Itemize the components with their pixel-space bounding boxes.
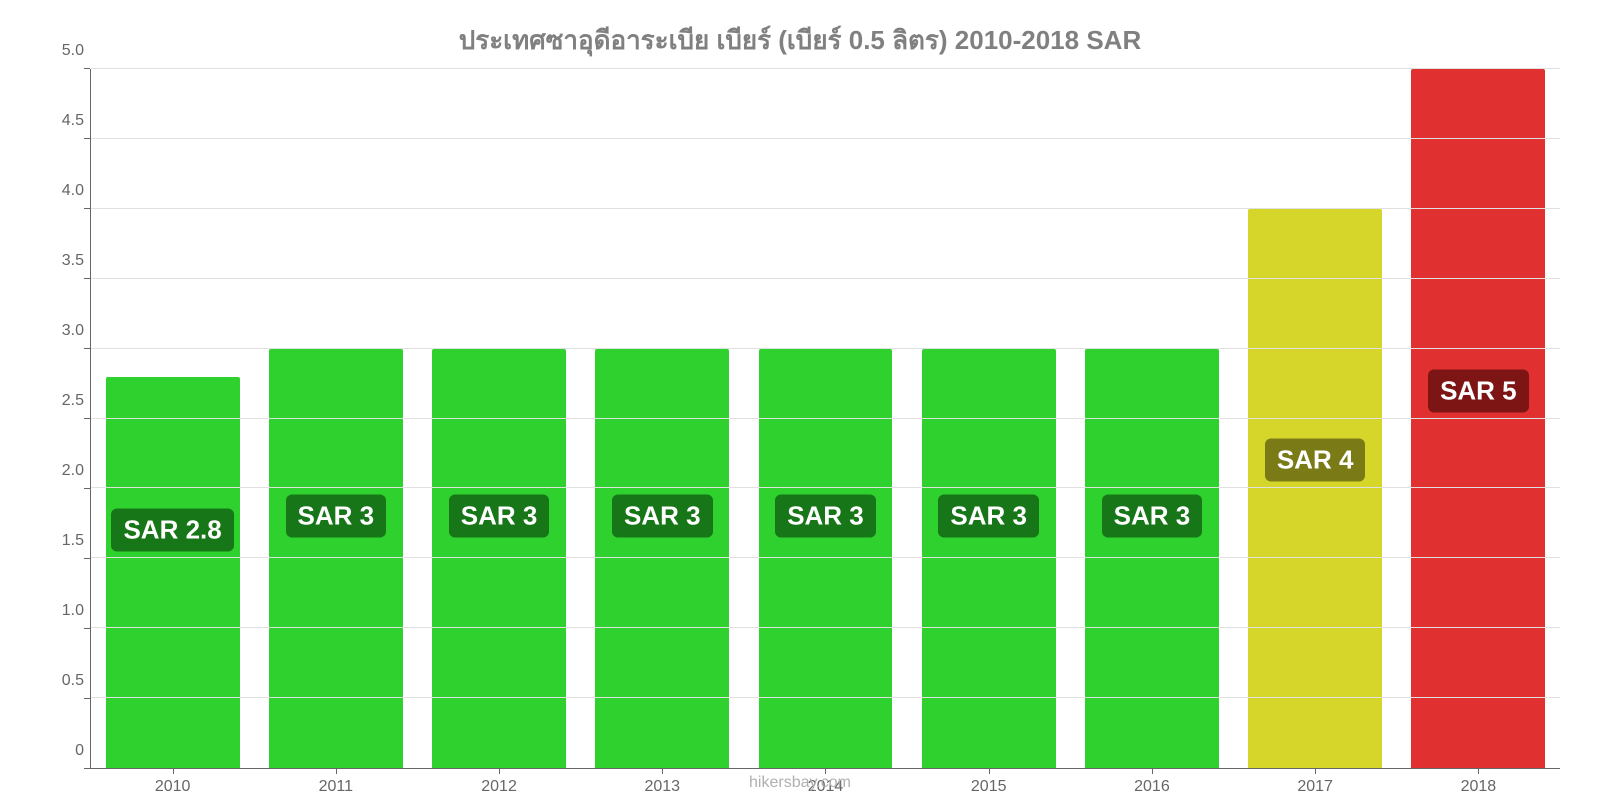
y-tick-label: 0 xyxy=(75,742,84,760)
value-badge-host: SAR 3 xyxy=(254,495,417,538)
value-badge: SAR 3 xyxy=(775,495,876,538)
y-tick-label: 3.5 xyxy=(62,252,84,270)
value-badge-host: SAR 4 xyxy=(1234,439,1397,482)
value-badge: SAR 3 xyxy=(938,495,1039,538)
y-tick-label: 1.5 xyxy=(62,532,84,550)
value-badge-host: SAR 3 xyxy=(744,495,907,538)
gridline xyxy=(91,627,1560,628)
bar-slot: SAR 32015 xyxy=(907,69,1070,768)
bar-slot: SAR 2.82010 xyxy=(91,69,254,768)
chart-container: ประเทศซาอุดีอาระเบีย เบียร์ (เบียร์ 0.5 … xyxy=(0,0,1600,800)
value-badge-host: SAR 3 xyxy=(1070,495,1233,538)
chart-title: ประเทศซาอุดีอาระเบีย เบียร์ (เบียร์ 0.5 … xyxy=(40,20,1560,61)
plot-outer: 00.51.01.52.02.53.03.54.04.55.0 SAR 2.82… xyxy=(40,69,1560,769)
plot-area: SAR 2.82010SAR 32011SAR 32012SAR 32013SA… xyxy=(90,69,1560,769)
bar-slot: SAR 42017 xyxy=(1234,69,1397,768)
gridline xyxy=(91,418,1560,419)
gridline xyxy=(91,138,1560,139)
value-badge-host: SAR 2.8 xyxy=(91,509,254,552)
value-badge-host: SAR 3 xyxy=(581,495,744,538)
gridline xyxy=(91,697,1560,698)
bar-slot: SAR 32011 xyxy=(254,69,417,768)
value-badge: SAR 4 xyxy=(1265,439,1366,482)
bar-slot: SAR 32016 xyxy=(1070,69,1233,768)
gridline xyxy=(91,68,1560,69)
gridline xyxy=(91,208,1560,209)
gridline xyxy=(91,348,1560,349)
bar-slot: SAR 52018 xyxy=(1397,69,1560,768)
y-tick-label: 2.0 xyxy=(62,462,84,480)
bar xyxy=(1248,209,1382,768)
y-tick-label: 1.0 xyxy=(62,602,84,620)
value-badge: SAR 3 xyxy=(449,495,550,538)
value-badge-host: SAR 5 xyxy=(1397,369,1560,412)
y-tick-label: 2.5 xyxy=(62,392,84,410)
y-tick-label: 0.5 xyxy=(62,672,84,690)
y-tick-label: 5.0 xyxy=(62,42,84,60)
value-badge: SAR 3 xyxy=(1102,495,1203,538)
y-tick-label: 4.0 xyxy=(62,182,84,200)
value-badge: SAR 3 xyxy=(612,495,713,538)
bars-group: SAR 2.82010SAR 32011SAR 32012SAR 32013SA… xyxy=(91,69,1560,768)
bar-slot: SAR 32014 xyxy=(744,69,907,768)
attribution-text: hikersbay.com xyxy=(0,774,1600,792)
gridline xyxy=(91,487,1560,488)
y-tick-label: 3.0 xyxy=(62,322,84,340)
value-badge: SAR 2.8 xyxy=(111,509,233,552)
bar xyxy=(1411,69,1545,768)
y-axis: 00.51.01.52.02.53.03.54.04.55.0 xyxy=(40,69,90,769)
bar-slot: SAR 32013 xyxy=(581,69,744,768)
value-badge-host: SAR 3 xyxy=(417,495,580,538)
gridline xyxy=(91,278,1560,279)
value-badge: SAR 5 xyxy=(1428,369,1529,412)
gridline xyxy=(91,557,1560,558)
bar-slot: SAR 32012 xyxy=(417,69,580,768)
value-badge-host: SAR 3 xyxy=(907,495,1070,538)
bar xyxy=(106,377,240,768)
y-tick-label: 4.5 xyxy=(62,112,84,130)
value-badge: SAR 3 xyxy=(286,495,387,538)
